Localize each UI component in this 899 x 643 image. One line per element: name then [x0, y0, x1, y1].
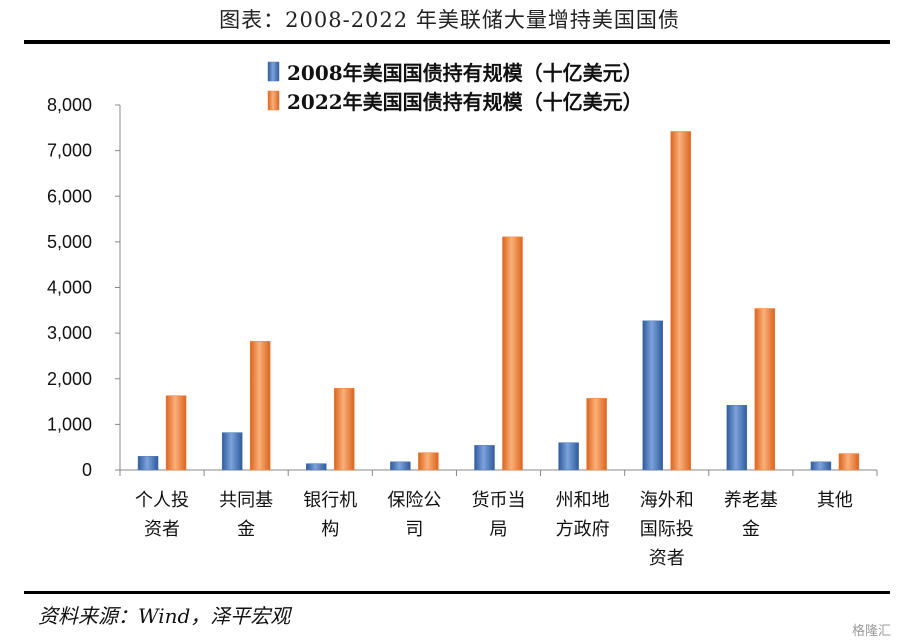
y-tick-label: 3,000 [47, 323, 92, 343]
y-tick-label: 1,000 [47, 414, 92, 434]
bar-2008 [558, 442, 579, 471]
legend-label-2022: 2022年美国国债持有规模（十亿美元） [287, 90, 643, 114]
bottom-rule [24, 591, 890, 594]
y-tick-label: 7,000 [47, 141, 92, 161]
x-category-label: 司 [405, 519, 423, 540]
x-category-label: 银行机 [303, 490, 357, 511]
x-category-label: 个人投 [135, 490, 189, 511]
x-category-label: 局 [490, 519, 508, 540]
bar-2022 [334, 388, 355, 471]
x-category-label: 养老基 [724, 490, 778, 511]
bar-2008 [726, 404, 748, 471]
bar-chart: 0 1,000 2,000 3,000 4,000 5,000 6,000 7,000 8,00… [47, 61, 878, 569]
x-category-label: 金 [237, 519, 255, 540]
bar-2008 [390, 461, 411, 471]
bar-2022 [586, 398, 607, 471]
x-category-label: 其他 [817, 490, 853, 511]
bar-2022 [418, 452, 439, 471]
y-tick-label: 4,000 [47, 278, 92, 298]
bar-2022 [165, 395, 187, 471]
bar-2008 [810, 461, 832, 471]
x-category-label: 货币当 [472, 490, 526, 511]
bar-2022 [838, 453, 860, 471]
legend-swatch-2022 [267, 90, 280, 111]
x-category-label: 州和地 [556, 490, 610, 511]
x-category-label: 资者 [649, 548, 685, 569]
x-category-label: 构 [321, 519, 339, 540]
watermark: 格隆汇 [851, 624, 891, 639]
bar-2008 [306, 463, 327, 471]
legend-label-2008: 2008年美国国债持有规模（十亿美元） [287, 61, 643, 85]
bar-2022 [502, 236, 523, 471]
source-note: 资料来源：Wind，泽平宏观 [38, 604, 291, 628]
chart-title: 图表：2008-2022 年美联储大量增持美国国债 [219, 8, 680, 32]
bar-2022 [249, 341, 271, 471]
bar-2022 [754, 308, 776, 471]
y-tick-label: 8,000 [47, 95, 92, 115]
x-category-label: 海外和 [640, 490, 694, 511]
x-category-label: 国际投 [640, 519, 694, 540]
y-tick-label: 6,000 [47, 186, 92, 206]
bar-2022 [670, 131, 691, 471]
y-tick-label: 2,000 [47, 369, 92, 389]
x-category-label: 资者 [144, 519, 180, 540]
y-tick-label: 5,000 [47, 232, 92, 252]
bar-2008 [137, 456, 159, 471]
top-rule [24, 40, 890, 44]
y-tick-label: 0 [82, 460, 92, 480]
bar-2008 [221, 432, 243, 471]
x-category-label: 方政府 [556, 519, 610, 540]
x-category-label: 共同基 [219, 490, 273, 511]
legend-swatch-2008 [267, 61, 280, 82]
bar-2008 [642, 320, 663, 471]
bar-2008 [474, 445, 495, 471]
x-category-label: 金 [742, 519, 760, 540]
x-category-label: 保险公 [387, 490, 441, 511]
